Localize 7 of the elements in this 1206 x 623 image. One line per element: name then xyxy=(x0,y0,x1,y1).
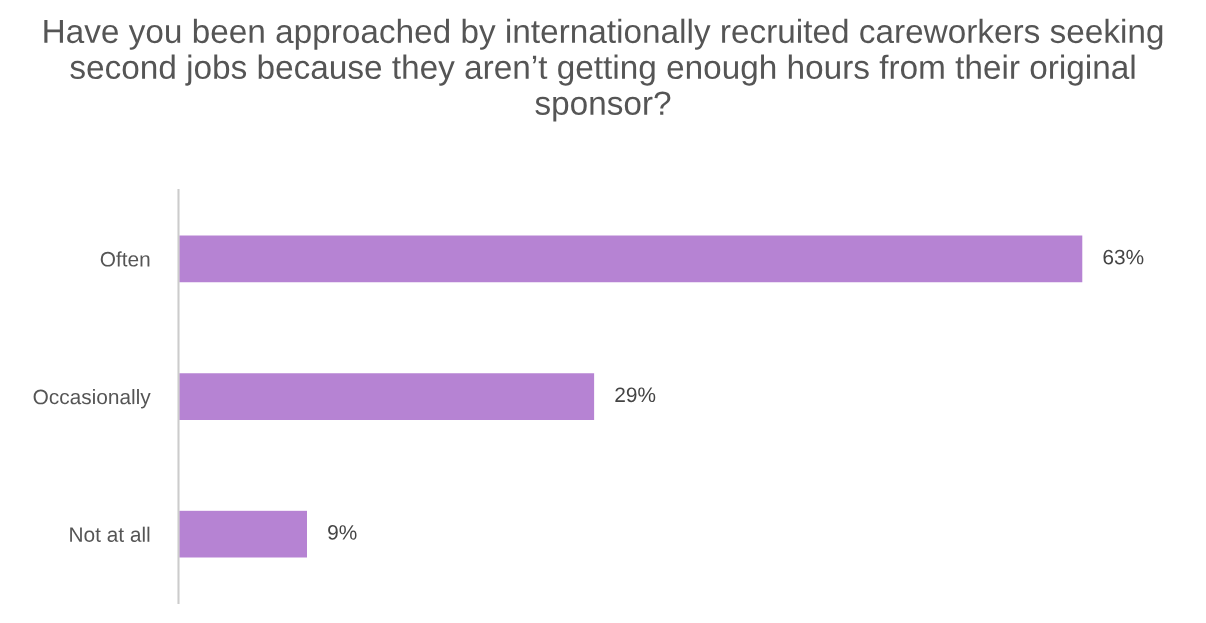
y-tick-label: Not at all xyxy=(70,526,150,542)
data-label: 29% xyxy=(615,387,656,403)
chart-title: Have you been approached by internationally recruited careworkers seeking second jobs because they aren’t getting enough hours from their original sponsor? xyxy=(44,18,1163,122)
y-tick-label: Often xyxy=(100,251,150,267)
data-label: 63% xyxy=(1103,249,1144,265)
y-tick-label: Occasionally xyxy=(33,388,151,409)
data-label: 9% xyxy=(328,525,357,540)
